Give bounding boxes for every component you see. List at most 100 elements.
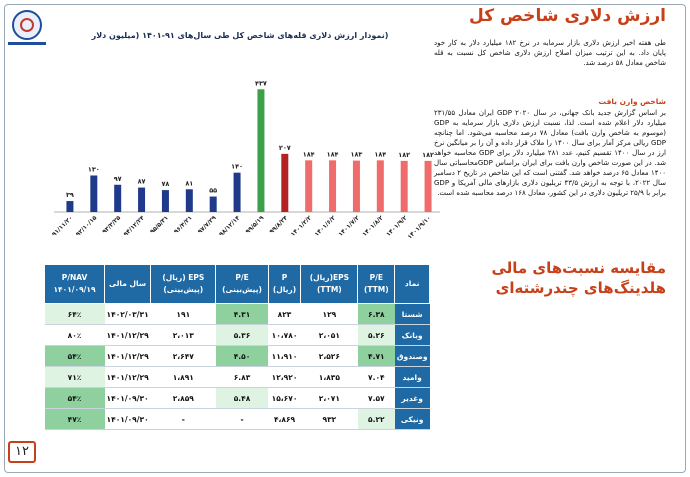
data-label: ۱۸۲ bbox=[422, 151, 434, 159]
x-tick-label: ۹۹/۸/۲۴ bbox=[268, 214, 289, 235]
chart-bar bbox=[90, 175, 98, 212]
x-tick-label: ۱۴۰۱/۸/۲ bbox=[361, 214, 385, 238]
table-header-cell: P/NAV ۱۴۰۱/۰۹/۱۹ bbox=[43, 264, 106, 304]
table-cell: ۴۷٪ bbox=[44, 408, 105, 430]
table-cell-symbol: شستا bbox=[394, 303, 430, 325]
table-cell: ۱۴۰۱/۰۹/۳۰ bbox=[104, 408, 151, 430]
x-tick-label: ۹۳/۳/۲۵ bbox=[101, 214, 122, 235]
data-label: ۱۸۴ bbox=[327, 150, 339, 158]
section-title: مقایسه نسبت‌های مالی هلدینگ‌های چندرشته‌… bbox=[491, 259, 666, 297]
table-cell: ۵.۲۶ bbox=[357, 324, 395, 346]
table-cell: ۱،۸۳۵ bbox=[300, 366, 358, 388]
table-cell: ۷.۰۴ bbox=[357, 366, 395, 388]
table-cell: ۱۴۰۱/۱۲/۲۹ bbox=[104, 324, 151, 346]
table-header-cell: سال مالی bbox=[104, 264, 152, 304]
table-row: شستا ۶.۳۸ ۱۲۹ ۸۲۳ ۴.۳۱ ۱۹۱ ۱۴۰۲/۰۳/۳۱ ۶۴٪ bbox=[44, 303, 430, 325]
data-label: ۵۵ bbox=[209, 187, 217, 195]
table-cell: ۴.۷۱ bbox=[357, 345, 395, 367]
slide-title: ارزش دلاری شاخص کل bbox=[469, 6, 666, 26]
table-cell: ۲،۰۱۳ bbox=[150, 324, 216, 346]
data-label: ۱۸۴ bbox=[374, 150, 386, 158]
table-cell: ۱۱،۹۱۰ bbox=[268, 345, 301, 367]
table-header-cell: P (ریال) bbox=[267, 264, 302, 304]
table-cell: ۱۴۰۱/۱۲/۲۹ bbox=[104, 345, 151, 367]
table-row: وبانک ۵.۲۶ ۲،۰۵۱ ۱۰،۷۸۰ ۵.۳۶ ۲،۰۱۳ ۱۴۰۱/۱۲/۲۹ ۸… bbox=[44, 324, 430, 346]
x-tick-label: ۹۱/۱۱/۲۰ bbox=[51, 214, 75, 238]
table-cell: ۴،۸۶۹ bbox=[268, 408, 301, 430]
x-tick-label: ۱۴۰۱/۶/۲ bbox=[313, 214, 337, 238]
data-label: ۱۸۴ bbox=[303, 150, 315, 158]
table-row: ونیکی ۵.۲۲ ۹۳۲ ۴،۸۶۹- -۱۴۰۱/۰۹/۳۰ ۴۷٪ bbox=[44, 408, 430, 430]
ratios-table: نماد P/E (TTM) EPS(ریال) (TTM) P (ریال) P/E … bbox=[43, 264, 430, 430]
x-tick-label: ۹۸/۱۲/۱۴ bbox=[218, 214, 242, 238]
x-tick-label: ۹۴/۱۲/۲۴ bbox=[122, 214, 146, 238]
chart-title: (نمودار ارزش دلاری قله‌های شاخص کل طی سا… bbox=[91, 31, 389, 40]
x-tick-label: ۱۴۰۱/۷/۲ bbox=[337, 214, 361, 238]
table-cell: ۱۲۹ bbox=[300, 303, 358, 325]
logo-icon bbox=[12, 10, 42, 40]
chart-bar bbox=[209, 196, 217, 212]
data-label: ۹۷ bbox=[114, 175, 122, 183]
table-header-row: نماد P/E (TTM) EPS(ریال) (TTM) P (ریال) P/E … bbox=[43, 264, 430, 304]
table-cell: ۶۴٪ bbox=[44, 303, 105, 325]
table-cell: ۱۵،۶۷۰ bbox=[268, 387, 301, 409]
data-label: ۱۴۰ bbox=[231, 163, 243, 171]
table-cell: ۵۴٪ bbox=[44, 387, 105, 409]
table-cell: ۷.۵۷ bbox=[357, 387, 395, 409]
table-header-cell: نماد bbox=[394, 264, 430, 304]
chart-bar bbox=[305, 160, 313, 212]
table-cell: ۲،۰۵۱ bbox=[300, 324, 358, 346]
table-cell: - bbox=[150, 408, 216, 430]
x-tick-label: ۹۷/۷/۲۹ bbox=[197, 214, 218, 235]
table-header-cell: EPS (ریال) (پیش‌بینی) bbox=[150, 264, 217, 304]
data-label: ۱۸۳ bbox=[350, 151, 362, 159]
table-cell-symbol: وصندوق bbox=[394, 345, 430, 367]
buffett-paragraph: بر اساس گزارش جدید بانک جهانی، در سال ۲۰… bbox=[434, 109, 667, 197]
data-label: ۴۳۷ bbox=[255, 79, 267, 87]
table-cell: ۵۴٪ bbox=[44, 345, 105, 367]
table-cell: ۱۴۰۱/۰۹/۳۰ bbox=[104, 387, 151, 409]
chart-bar bbox=[281, 153, 289, 212]
table-cell: ۱،۸۹۱ bbox=[150, 366, 216, 388]
table-cell-symbol: وبانک bbox=[394, 324, 430, 346]
data-label: ۱۸۲ bbox=[398, 151, 410, 159]
table-cell: ۱۴۰۲/۰۳/۳۱ bbox=[104, 303, 151, 325]
buffett-subheading: شاخص وارن بافت bbox=[598, 97, 667, 106]
x-tick-label: ۹۵/۵/۳۱ bbox=[149, 214, 170, 235]
x-tick-label: ۹۶/۴/۲۱ bbox=[173, 214, 194, 235]
data-label: ۳۹ bbox=[66, 191, 74, 199]
chart-bar bbox=[376, 160, 384, 212]
chart-bar bbox=[161, 190, 169, 212]
chart-bar bbox=[329, 160, 337, 212]
table-cell: ۹۳۲ bbox=[300, 408, 358, 430]
data-label: ۸۷ bbox=[138, 178, 146, 186]
x-tick-label: ۹۲/۱۰/۱۵ bbox=[75, 214, 99, 238]
chart-bar bbox=[233, 172, 241, 212]
table-row: وصندوق ۴.۷۱ ۲،۵۲۶ ۱۱،۹۱۰ ۴.۵۰ ۲،۶۴۷ ۱۴۰۱/۱۲/۲۹… bbox=[44, 345, 430, 367]
table-cell: ۴.۵۰ bbox=[215, 345, 269, 367]
chart-bar bbox=[66, 201, 74, 212]
table-cell: ۵.۴۸ bbox=[215, 387, 269, 409]
x-tick-label: ۹۹/۵/۱۹ bbox=[244, 214, 265, 235]
table-cell: ۱۴۰۱/۱۲/۲۹ bbox=[104, 366, 151, 388]
table-cell: ۲،۵۲۶ bbox=[300, 345, 358, 367]
chart-bar bbox=[400, 160, 408, 212]
chart-bar bbox=[424, 160, 432, 212]
x-tick-label: ۱۴۰۱/۲/۲ bbox=[290, 214, 314, 238]
table-row: وامید ۷.۰۴ ۱،۸۳۵ ۱۲،۹۲۰ ۶.۸۳ ۱،۸۹۱ ۱۴۰۱/۱۲/۲۹ ۷… bbox=[44, 366, 430, 388]
table-cell: ۵.۲۲ bbox=[357, 408, 395, 430]
table-cell-symbol: وغدیر bbox=[394, 387, 430, 409]
table-cell: ۷۱٪ bbox=[44, 366, 105, 388]
x-tick-label: ۱۴۰۱/۹/۲ bbox=[385, 214, 409, 238]
x-tick-label: ۱۴۰۱/۹/۱۰ bbox=[406, 214, 432, 240]
chart-bar bbox=[185, 189, 193, 212]
chart-bar bbox=[138, 187, 146, 212]
data-label: ۸۱ bbox=[185, 179, 193, 187]
table-cell: ۸۰٪ bbox=[44, 324, 105, 346]
table-cell: ۱۲،۹۲۰ bbox=[268, 366, 301, 388]
table-cell: ۲،۰۷۱ bbox=[300, 387, 358, 409]
chart-bar bbox=[257, 89, 265, 212]
table-cell: ۶.۳۸ bbox=[357, 303, 395, 325]
table-header-cell: P/E (پیش‌بینی) bbox=[215, 264, 269, 304]
table-header-cell: P/E (TTM) bbox=[357, 264, 396, 304]
